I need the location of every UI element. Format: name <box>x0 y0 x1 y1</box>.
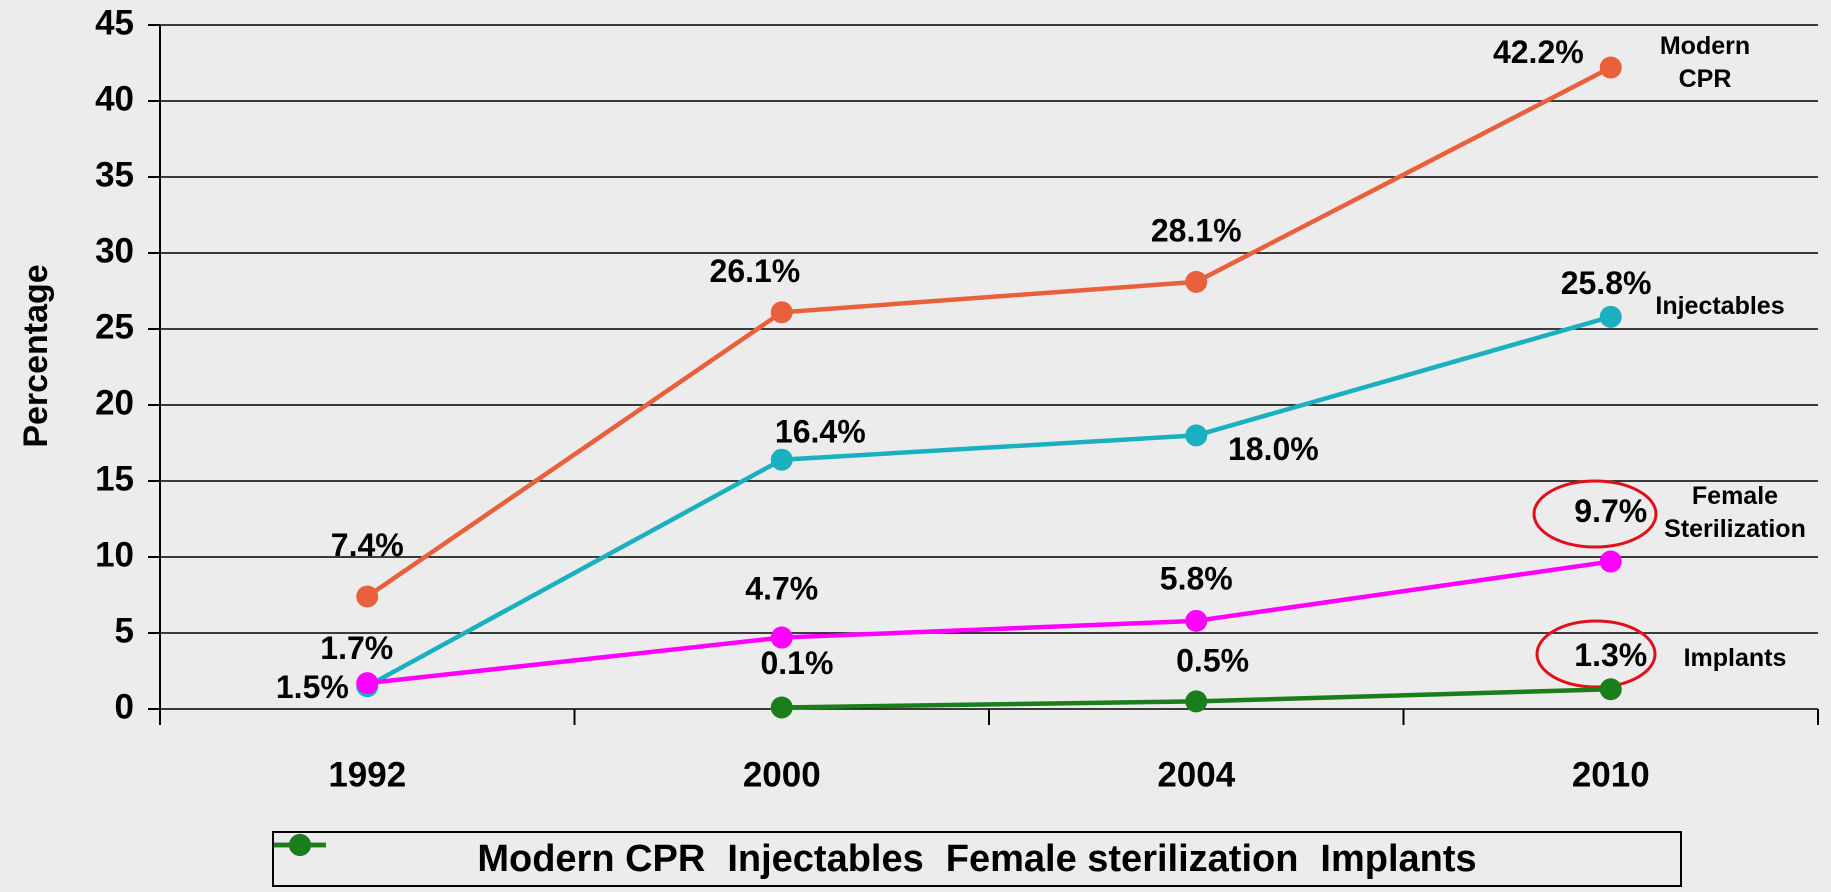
y-tick-label: 0 <box>115 687 134 726</box>
marker <box>770 301 793 324</box>
value-label: 1.3% <box>1574 637 1647 673</box>
marker <box>1185 424 1208 447</box>
legend-item: Injectables <box>274 834 924 881</box>
value-label: 28.1% <box>1151 212 1242 248</box>
value-label: 1.7% <box>320 630 393 666</box>
value-label: 0.5% <box>1176 642 1249 678</box>
highlight <box>1535 619 1657 689</box>
value-label: 18.0% <box>1228 431 1319 467</box>
y-tick-label: 20 <box>95 383 134 422</box>
legend-label: Implants <box>1320 837 1477 880</box>
series-line <box>365 65 1612 599</box>
series-line <box>366 314 1612 689</box>
y-tick-label: 40 <box>95 79 134 118</box>
value-label: 25.8% <box>1561 265 1652 301</box>
series-line <box>367 559 1612 686</box>
marker <box>1599 56 1622 79</box>
marker <box>1185 270 1208 293</box>
x-tick-label: 1992 <box>328 755 406 794</box>
x-tick-label: 2010 <box>1572 755 1650 794</box>
y-tick-label: 25 <box>95 307 134 346</box>
legend: Modern CPR Injectables Female sterilizatio… <box>272 831 1682 887</box>
y-axis-label: Percentage <box>17 264 55 447</box>
marker <box>770 626 793 649</box>
annotation: Injectables <box>1655 292 1785 320</box>
y-tick-label: 15 <box>95 459 134 498</box>
legend-item: Implants <box>274 834 1477 881</box>
legend-item: Female sterilization <box>274 834 1299 881</box>
legend-icon <box>274 834 326 856</box>
y-tick-label: 30 <box>95 231 134 270</box>
value-label: 16.4% <box>775 413 866 449</box>
x-tick-label: 2000 <box>743 755 821 794</box>
marker <box>770 696 793 719</box>
value-label: 4.7% <box>745 570 818 606</box>
legend-item: Modern CPR <box>274 834 706 881</box>
value-label: 7.4% <box>331 527 404 563</box>
marker <box>1185 690 1208 713</box>
y-tick-label: 45 <box>95 3 134 42</box>
legend-marker <box>289 834 311 856</box>
legend-label: Injectables <box>727 837 924 880</box>
value-label: 26.1% <box>710 253 801 289</box>
value-label: 0.1% <box>760 645 833 681</box>
y-tick-label: 5 <box>115 611 134 650</box>
value-label: 5.8% <box>1160 561 1233 597</box>
y-tick-label: 10 <box>95 535 134 574</box>
annotation: Modern CPR <box>1659 32 1751 93</box>
value-label: 1.5% <box>276 669 349 705</box>
marker <box>770 448 793 471</box>
x-tick-label: 2004 <box>1157 755 1235 794</box>
value-label: 9.7% <box>1574 493 1647 529</box>
marker <box>356 585 379 608</box>
value-label: 42.2% <box>1493 34 1584 70</box>
y-tick-label: 35 <box>95 155 134 194</box>
highlight <box>1532 479 1658 549</box>
annotation: Female Sterilization <box>1664 482 1806 543</box>
legend-label: Modern CPR <box>477 837 706 880</box>
marker <box>356 672 379 695</box>
legend-label: Female sterilization <box>945 837 1299 880</box>
annotation: Implants <box>1683 644 1787 672</box>
marker <box>1599 305 1622 328</box>
marker <box>1599 550 1622 573</box>
marker <box>1185 609 1208 632</box>
marker <box>1599 678 1622 701</box>
